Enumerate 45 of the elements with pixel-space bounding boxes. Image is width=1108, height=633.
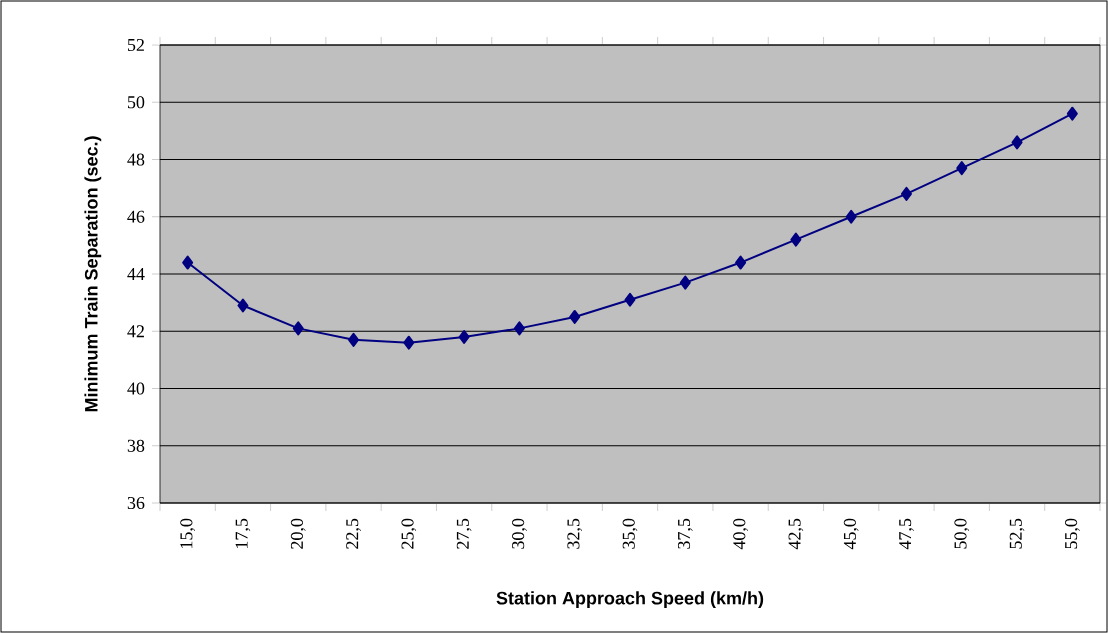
x-tick-label: 37,5 [677,518,693,549]
point [845,209,857,224]
x-tick-label: 17,5 [235,518,251,548]
y-tick-label: 50 [127,96,145,109]
point [1011,135,1023,150]
x-tick-label: 35,0 [622,518,638,549]
point [182,255,194,270]
point [237,298,249,313]
x-tick-label: 22,5 [346,518,361,549]
point [513,321,525,336]
point [569,309,581,324]
y-tick-label: 48 [127,153,145,166]
x-tick-label: 27,5 [456,518,472,549]
point [403,335,415,350]
point [348,332,360,347]
x-tick-label: 50,0 [954,518,970,549]
point [900,186,912,201]
y-tick-label: 42 [127,325,144,338]
point [458,329,470,344]
point [735,255,747,270]
point [292,321,304,336]
point [956,161,968,176]
x-tick-label: 32,5 [567,518,583,549]
x-tick-label: 15,0 [180,518,196,548]
y-tick-label: 46 [127,210,145,223]
y-axis-title: Minimum Train Separation (sec.) [84,136,102,412]
point [1066,106,1078,121]
x-tick-label: 45,0 [843,518,859,550]
x-tick-label: 42,5 [788,518,804,550]
point [679,275,691,290]
x-tick-label: 20,0 [290,518,306,549]
point [790,232,802,247]
y-tick-label: 38 [127,439,145,452]
y-tick-label: 40 [127,382,145,395]
x-tick-label: 25,0 [401,518,417,549]
x-tick-label: 40,0 [733,518,748,550]
x-tick-label: 30,0 [512,518,527,549]
y-tick-label: 44 [127,268,145,280]
y-tick-label: 52 [127,38,144,52]
x-tick-label: 52,5 [1009,518,1025,549]
x-tick-label: 55,0 [1064,518,1080,549]
y-tick-label: 36 [127,496,145,510]
x-axis-title: Station Approach Speed (km/h) [496,591,764,609]
x-tick-label: 47,5 [899,518,914,550]
point [624,292,636,307]
